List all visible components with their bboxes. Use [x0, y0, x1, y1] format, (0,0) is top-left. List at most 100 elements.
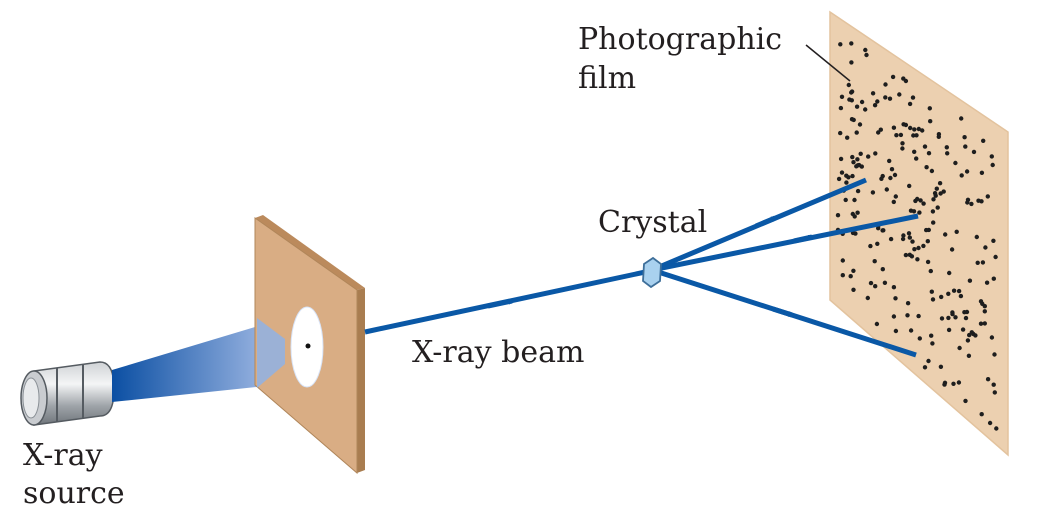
diffraction-spot: [903, 122, 909, 128]
diffraction-spot: [928, 119, 933, 124]
diffraction-spot: [897, 92, 902, 97]
diffraction-spot: [916, 126, 921, 132]
photographic-film: [829, 10, 1009, 457]
diffraction-spot: [888, 175, 893, 181]
diffraction-spot: [949, 247, 955, 252]
diffraction-spot: [872, 103, 878, 108]
diffraction-spot: [911, 209, 917, 214]
diffraction-spot: [937, 181, 943, 186]
diffracted-arrow-middle: [793, 234, 816, 244]
diffraction-spot: [975, 260, 980, 265]
diffraction-spot: [839, 170, 845, 175]
diffraction-spot: [838, 130, 843, 136]
diffraction-spot: [980, 260, 986, 265]
diffraction-spot: [989, 154, 994, 159]
diffraction-spot: [893, 328, 899, 334]
diffraction-spot: [868, 243, 873, 249]
diffraction-spot: [964, 169, 970, 174]
diffraction-spot: [963, 398, 968, 404]
diffraction-spot: [856, 162, 862, 168]
diffraction-spot: [929, 333, 934, 338]
diffraction-spot: [936, 134, 941, 139]
diffraction-spot: [893, 296, 898, 301]
diffraction-spot: [858, 151, 863, 156]
diffraction-spot: [875, 99, 880, 104]
diffraction-spot: [928, 268, 933, 274]
diffraction-spot: [956, 380, 962, 385]
beam-arrow: [487, 298, 516, 309]
diffraction-spot: [974, 234, 979, 240]
crystal-label: Crystal: [598, 205, 707, 240]
diffraction-spot: [838, 156, 844, 162]
diffraction-spot: [876, 130, 881, 135]
diffraction-spot: [851, 287, 856, 292]
diffraction-spot: [912, 149, 917, 154]
diffraction-spot: [876, 226, 881, 231]
diffraction-spot: [900, 146, 905, 151]
diffraction-spot: [843, 197, 848, 203]
diffraction-spot: [983, 245, 988, 250]
diffraction-spot: [851, 268, 856, 273]
diffraction-spot: [887, 158, 892, 164]
diffraction-spot: [943, 232, 948, 237]
diffraction-spot: [870, 91, 876, 96]
diffraction-spot: [963, 315, 969, 321]
diffraction-spot: [979, 412, 984, 417]
diffraction-spot: [889, 167, 895, 172]
diffraction-spot: [910, 239, 915, 244]
diffraction-spot: [840, 273, 845, 278]
diffraction-spot: [991, 382, 996, 387]
diffraction-spot: [912, 247, 917, 252]
diffraction-spot: [907, 235, 912, 240]
diffraction-spot: [959, 173, 964, 178]
diffraction-spot: [964, 309, 970, 315]
diffraction-spot: [982, 309, 987, 314]
diffraction-spot: [890, 74, 896, 80]
diffraction-spot: [903, 252, 909, 258]
diffraction-spot: [962, 135, 967, 140]
diffraction-spot: [978, 299, 984, 304]
diffraction-spot: [864, 52, 869, 58]
diffraction-spot: [905, 313, 910, 318]
diffraction-spot: [894, 133, 899, 138]
diffraction-spot: [908, 125, 913, 131]
diffraction-spot: [849, 60, 854, 65]
diffraction-spot: [982, 321, 987, 326]
diffraction-spot: [917, 210, 922, 215]
diffraction-spot: [922, 144, 928, 149]
diffraction-spot: [987, 420, 993, 426]
diffraction-spot: [855, 157, 860, 162]
diffraction-spot: [925, 239, 930, 244]
diffraction-spot: [965, 338, 971, 343]
diffraction-spot: [884, 187, 889, 192]
xray-source-tube: [20, 361, 115, 426]
diffraction-spot: [931, 197, 936, 202]
diffraction-spot: [854, 104, 860, 109]
diffraction-spot: [963, 144, 968, 149]
diffraction-spot: [836, 176, 842, 182]
diffraction-spot: [992, 390, 997, 395]
diffraction-spot: [914, 156, 919, 161]
diffraction-spot: [945, 151, 950, 156]
diffraction-spot: [888, 236, 894, 242]
diffraction-spot: [929, 289, 934, 294]
diffracted-beam-middle: [651, 213, 919, 273]
diffracted-arrow-lower: [772, 306, 796, 318]
diffraction-spot: [887, 96, 893, 101]
diffraction-spot: [984, 280, 990, 285]
diffraction-spot: [918, 198, 923, 203]
diffraction-spot: [938, 191, 943, 196]
diffraction-spot: [907, 252, 912, 257]
source-label-line1: X-ray: [23, 438, 103, 473]
diffraction-spot: [971, 149, 977, 155]
diffraction-spot: [959, 116, 964, 121]
diffraction-spot: [926, 358, 931, 364]
diffraction-spot: [863, 47, 868, 53]
diffraction-spot: [967, 332, 972, 338]
diffraction-spot: [991, 276, 996, 281]
diffraction-spot: [907, 183, 912, 189]
diffraction-spot: [906, 231, 912, 236]
diffraction-spot: [907, 101, 913, 107]
diffraction-spot: [839, 94, 845, 100]
diffraction-spot: [920, 128, 925, 133]
